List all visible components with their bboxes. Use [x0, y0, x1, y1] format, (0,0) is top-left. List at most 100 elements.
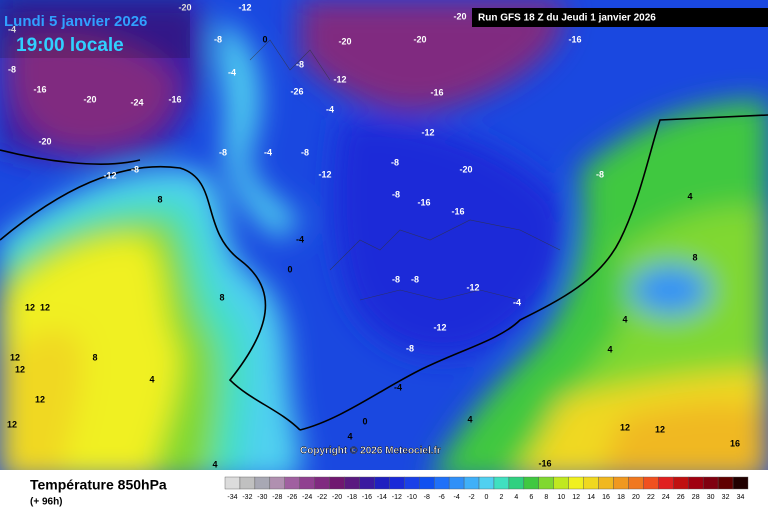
contour-label: -16: [168, 94, 181, 104]
contour-label: -4: [513, 297, 521, 307]
scale-cell: [299, 476, 315, 490]
scale-cell: [598, 476, 614, 490]
contour-label: -8: [596, 169, 604, 179]
contour-label: -16: [33, 84, 46, 94]
contour-label: -8: [301, 147, 309, 157]
contour-label: -20: [38, 136, 51, 146]
scale-cell: [628, 476, 644, 490]
contour-label: -20: [413, 34, 426, 44]
contour-label: 4: [467, 414, 472, 424]
scale-cell: [329, 476, 345, 490]
contour-labels: -20 -12 -20 -4 -8 0 -20 -20 -16 -8 -4 -8 -12 -16 -20 -2…: [7, 2, 740, 469]
contour-label: 12: [40, 302, 50, 312]
scale-label: 26: [677, 494, 685, 501]
scale-cell: [448, 476, 465, 490]
contour-label: 8: [692, 252, 697, 262]
contour-label: 4: [212, 459, 217, 469]
scale-label: 0: [485, 494, 489, 501]
contour-label: -20: [83, 94, 96, 104]
contour-label: -16: [417, 197, 430, 207]
scale-cell: [538, 476, 554, 490]
contour-label: -8: [8, 64, 16, 74]
map: -20 -12 -20 -4 -8 0 -20 -20 -16 -8 -4 -8 -12 -16 -20 -2…: [0, 0, 768, 470]
scale-label: 12: [572, 494, 580, 501]
scale-label: 32: [722, 494, 730, 501]
scale-cell: [673, 476, 689, 490]
contour-label: -26: [290, 86, 303, 96]
scale-cell: [508, 476, 525, 490]
legend-title: Température 850hPa: [30, 477, 167, 493]
scale-label: 8: [544, 494, 548, 501]
contour-label: -12: [333, 74, 346, 84]
scale-cell: [404, 476, 420, 490]
contour-label: 4: [687, 191, 692, 201]
contour-label: -12: [421, 127, 434, 137]
header-backdrop: [0, 0, 190, 58]
scale-cell: [658, 476, 674, 490]
scale-label: -6: [439, 494, 445, 501]
scale-label: 30: [707, 494, 715, 501]
scale-cell: [374, 476, 390, 490]
date-label: Lundi 5 janvier 2026: [4, 13, 147, 30]
contour-label: -4: [326, 104, 334, 114]
scale-cell: [359, 476, 375, 490]
contour-label: -8: [406, 343, 414, 353]
scale-label: -28: [272, 494, 282, 501]
scale-label: -16: [362, 494, 372, 501]
contour-label: 12: [10, 352, 20, 362]
contour-label: 12: [35, 394, 45, 404]
contour-label: -12: [466, 282, 479, 292]
scale-label: -24: [302, 494, 312, 501]
scale-cell: [553, 476, 569, 490]
scale-label: -34: [227, 494, 237, 501]
scale-label: 28: [692, 494, 700, 501]
contour-label: -8: [214, 34, 222, 44]
scale-label: -10: [407, 494, 417, 501]
scale-cell: [643, 476, 659, 490]
contour-label: 0: [287, 264, 292, 274]
borders: [249, 39, 561, 301]
contour-label: -4: [394, 382, 402, 392]
contour-label: -12: [318, 169, 331, 179]
scale-cell: [254, 476, 271, 490]
contour-label: -8: [296, 59, 304, 69]
contour-label: 4: [149, 374, 154, 384]
contour-label: -8: [391, 157, 399, 167]
scale-label: -22: [317, 494, 327, 501]
contour-label: 4: [622, 314, 627, 324]
scale-cell: [389, 476, 405, 490]
scale-label: -4: [453, 494, 459, 501]
copyright: Copyright © 2026 Meteociel.fr: [300, 446, 441, 457]
scale-label: -8: [424, 494, 430, 501]
run-label: Run GFS 18 Z du Jeudi 1 janvier 2026: [478, 13, 656, 24]
scale-label: -30: [257, 494, 267, 501]
scale-label: -20: [332, 494, 342, 501]
contour-label: 0: [362, 416, 367, 426]
scale-cell: [224, 476, 241, 490]
contour-label: -4: [296, 234, 304, 244]
scale-label: 2: [499, 494, 503, 501]
contour-label: -16: [568, 34, 581, 44]
scale-label: -18: [347, 494, 357, 501]
scale-cell: [732, 476, 749, 490]
contour-label: -4: [228, 67, 236, 77]
contour-label: 8: [157, 194, 162, 204]
contour-label: 16: [730, 438, 740, 448]
contour-label: -8: [411, 274, 419, 284]
contour-label: -8: [392, 189, 400, 199]
contour-label: -8: [219, 147, 227, 157]
scale-label: -26: [287, 494, 297, 501]
contour-label: 12: [25, 302, 35, 312]
scale-cell: [269, 476, 285, 490]
scale-label: 24: [662, 494, 670, 501]
contour-label: -16: [430, 87, 443, 97]
scale-label: -12: [392, 494, 402, 501]
scale-cell: [239, 476, 256, 490]
scale-cell: [434, 476, 450, 490]
scale-cell: [568, 476, 584, 490]
time-label: 19:00 locale: [16, 35, 124, 56]
scale-cell: [493, 476, 510, 490]
contour-label: -20: [178, 2, 191, 12]
scale-cell: [702, 476, 719, 490]
scale-cell: [613, 476, 629, 490]
